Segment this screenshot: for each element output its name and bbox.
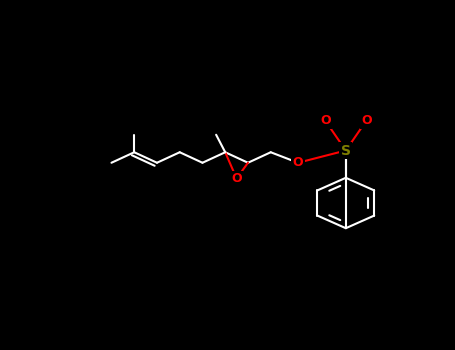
Text: O: O (361, 114, 372, 127)
Text: O: O (231, 172, 242, 185)
Text: S: S (341, 144, 351, 158)
Text: O: O (320, 114, 331, 127)
Text: O: O (293, 156, 303, 169)
